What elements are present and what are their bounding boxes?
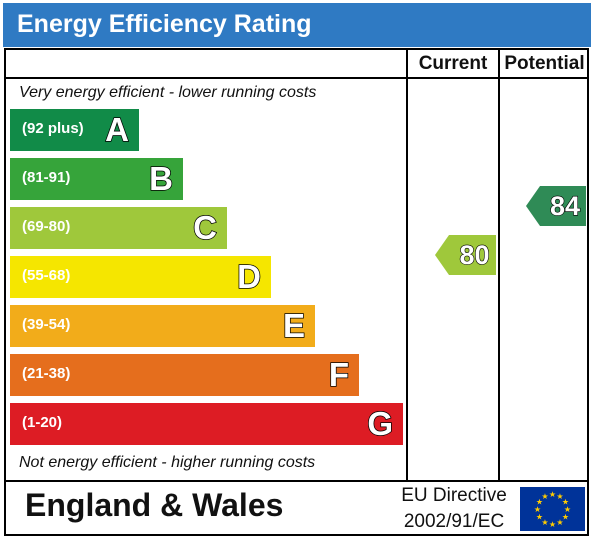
bottom-note: Not energy efficient - higher running co… (19, 454, 316, 471)
title-bar: Energy Efficiency Rating (3, 3, 591, 47)
directive-line-1: EU Directive (401, 485, 507, 506)
eu-star-icon: ★ (541, 518, 548, 527)
band-range-label: (81-91) (22, 169, 71, 186)
footer-divider (4, 480, 589, 482)
band-range-label: (55-68) (22, 267, 71, 284)
eu-star-icon: ★ (541, 492, 548, 501)
eu-star-icon: ★ (536, 498, 543, 507)
directive-line-2: 2002/91/EC (403, 511, 505, 532)
band-g: (1-20) G (10, 403, 403, 445)
band-letter: E (282, 306, 306, 345)
eu-star-icon: ★ (556, 518, 563, 527)
band-letter: G (367, 404, 394, 443)
eu-star-icon: ★ (562, 498, 569, 507)
column-divider-potential (498, 48, 500, 482)
eu-stars-icon: ★★★★★★★★★ ★ ★★ (534, 490, 571, 529)
top-note: Very energy efficient - lower running co… (19, 84, 317, 101)
band-letter: C (192, 208, 217, 247)
band-letter: D (236, 257, 261, 296)
band-range-label: (39-54) (22, 316, 71, 333)
current-rating-value: 80 (459, 240, 489, 270)
eu-star-icon: ★ (562, 513, 569, 522)
page-title: Energy Efficiency Rating (17, 10, 312, 38)
eu-star-icon: ★ (549, 520, 556, 529)
band-f: (21-38) F (10, 354, 359, 396)
current-rating-arrow (435, 235, 496, 275)
region-label: England & Wales (25, 487, 284, 523)
potential-rating-value: 84 (550, 191, 580, 221)
band-range-label: (92 plus) (22, 120, 84, 137)
band-d: (55-68) D (10, 256, 271, 298)
band-range-label: (69-80) (22, 218, 71, 235)
eu-star-icon: ★ (556, 492, 563, 501)
band-c: (69-80) C (10, 207, 227, 249)
column-divider-current (406, 48, 408, 482)
band-range-label: (21-38) (22, 365, 71, 382)
eu-star-icon: ★ (536, 513, 543, 522)
band-b: (81-91) B (10, 158, 183, 200)
eu-star-icon: ★ (549, 490, 556, 499)
eu-star-icon: ★ (534, 505, 541, 514)
header-divider (4, 77, 589, 79)
band-letter: B (148, 159, 173, 198)
rating-frame (4, 48, 589, 536)
band-a: (92 plus) A (10, 109, 139, 151)
band-e: (39-54) E (10, 305, 315, 347)
band-range-label: (1-20) (22, 414, 63, 431)
eu-flag-icon: ★ ★ ★ ★ ★ ★ ★ ★ ★ ★ ★ ★ (520, 487, 585, 531)
band-letter: A (104, 110, 129, 149)
potential-column-header: Potential (504, 53, 585, 74)
eu-star-icon: ★ (564, 505, 571, 514)
potential-rating-arrow (526, 186, 586, 226)
band-letter: F (328, 355, 350, 394)
current-column-header: Current (418, 53, 488, 74)
